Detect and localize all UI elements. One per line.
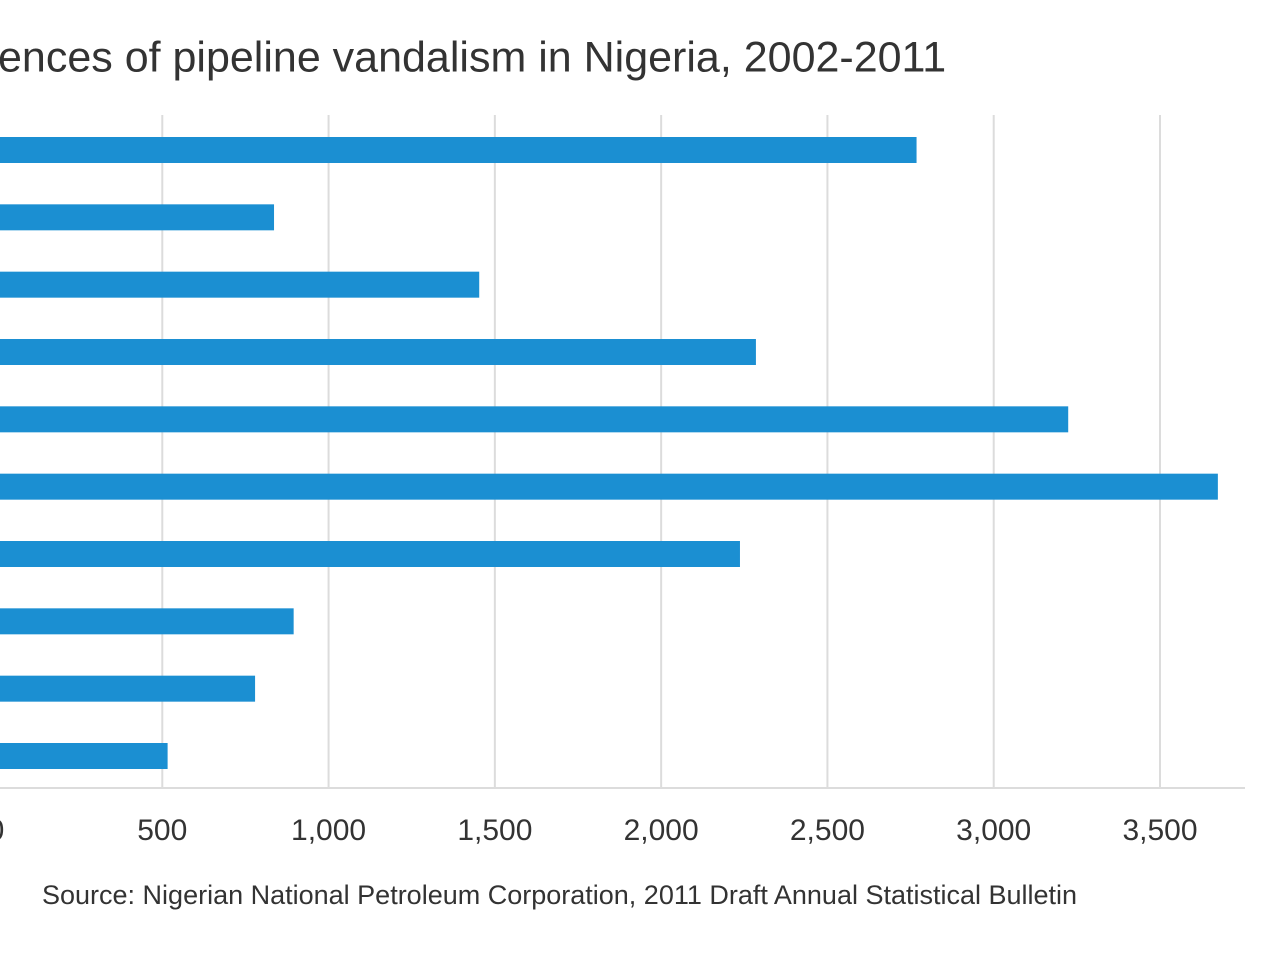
bar — [0, 204, 275, 231]
bar — [0, 743, 168, 769]
bar — [0, 541, 740, 567]
x-tick-label: 1,000 — [291, 814, 366, 847]
bar — [0, 473, 1218, 500]
bar — [0, 271, 480, 298]
bar — [0, 137, 917, 163]
x-tick-label: 2,000 — [624, 814, 699, 847]
bar — [0, 339, 756, 365]
source-note: Source: Nigerian National Petroleum Corp… — [42, 880, 1077, 910]
bar — [0, 675, 256, 702]
x-tick-label: 3,000 — [956, 814, 1031, 847]
x-tick-label: 0 — [0, 814, 4, 847]
x-tick-label: 1,500 — [457, 814, 532, 847]
x-tick-label: 2,500 — [790, 814, 865, 847]
bar — [0, 406, 1069, 433]
bar — [0, 608, 294, 635]
x-tick-label: 3,500 — [1122, 814, 1197, 847]
x-tick-label: 500 — [137, 814, 187, 847]
chart-title: ences of pipeline vandalism in Nigeria, … — [0, 33, 946, 81]
